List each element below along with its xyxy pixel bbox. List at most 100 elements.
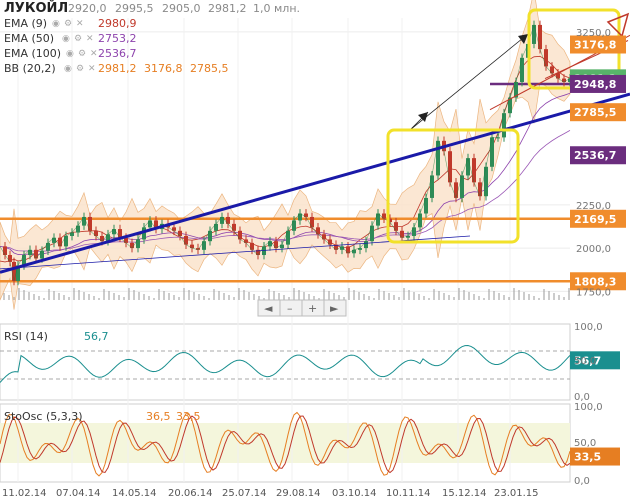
candle-body	[274, 241, 278, 249]
close-icon[interactable]: ✕	[90, 49, 98, 59]
rsi-tick-100: 100,0	[574, 322, 603, 333]
candle-body	[148, 220, 152, 228]
price-tag	[570, 209, 626, 228]
candle-body	[136, 239, 140, 249]
gear-icon[interactable]: ⚙	[76, 64, 84, 74]
legend: ЛУКОЙЛ 2920,0 2995,5 2905,0 2981,2 1,0 м…	[4, 0, 300, 75]
stoch-tag	[570, 447, 620, 466]
scroll-right-button[interactable]	[323, 299, 347, 317]
ema50-value: 2753,2	[98, 32, 137, 45]
candle-body	[424, 197, 428, 214]
candle-body	[106, 234, 110, 242]
candle-body	[208, 230, 212, 242]
candle-body	[448, 151, 452, 183]
rsi-label: RSI (14)	[4, 330, 48, 343]
symbol-label: ЛУКОЙЛ	[4, 0, 68, 16]
price-tag-label: 2536,7	[574, 149, 616, 162]
x-tick-label: 25.07.14	[222, 488, 267, 499]
arrow-line	[409, 33, 529, 131]
volume-label: 1,0 млн.	[253, 2, 300, 15]
ema100-line	[0, 130, 571, 252]
candle-body	[70, 232, 74, 236]
stochastic-series	[0, 411, 571, 477]
stoch-tick-0: 0,0	[574, 476, 590, 487]
rsi-panel	[0, 323, 571, 401]
candle-body	[478, 182, 482, 197]
candle-body	[64, 235, 68, 247]
nav-controls: ◄ – + ►	[257, 299, 347, 317]
candle-body	[142, 227, 146, 240]
candle-body	[436, 140, 440, 176]
close-icon[interactable]: ✕	[88, 64, 96, 74]
candle-body	[340, 246, 344, 250]
eye-icon[interactable]: ◉	[52, 19, 60, 29]
candle-body	[400, 230, 404, 238]
close-icon[interactable]: ✕	[76, 19, 84, 29]
scroll-left-label: ◄	[264, 302, 273, 315]
candle-body	[388, 218, 392, 223]
candle-body	[412, 227, 416, 236]
x-tick-label: 20.06.14	[168, 488, 213, 499]
candle-body	[364, 241, 368, 249]
candle-body	[190, 244, 194, 249]
eye-icon[interactable]: ◉	[64, 64, 72, 74]
candle-body	[280, 244, 284, 249]
stoch-band	[0, 423, 570, 463]
candle-body	[28, 249, 32, 256]
candle-body	[196, 248, 200, 250]
candle-body	[12, 261, 16, 281]
eye-icon[interactable]: ◉	[66, 49, 74, 59]
candle-body	[184, 235, 188, 245]
candle-body	[550, 66, 554, 74]
candle-body	[130, 242, 134, 249]
bb-lower-value: 2785,5	[190, 62, 229, 75]
ema100-label: EMA (100)	[4, 47, 61, 60]
candle-body	[334, 244, 338, 250]
candle-body	[3, 246, 7, 256]
rsi-line	[0, 345, 571, 383]
candle-body	[556, 73, 560, 79]
candle-body	[154, 220, 158, 230]
x-tick-label: 10.11.14	[386, 488, 431, 499]
eye-icon[interactable]: ◉	[62, 34, 70, 44]
price-tag-label: 2785,5	[574, 106, 616, 119]
price-tag-label: 1808,3	[574, 275, 616, 288]
y-tick-label: 2000,0	[576, 244, 611, 255]
candle-body	[472, 158, 476, 183]
arrow-head	[518, 34, 528, 44]
candle-body	[58, 237, 62, 247]
candle-body	[256, 249, 260, 256]
candle-body	[520, 57, 524, 83]
candle-body	[352, 249, 356, 254]
candle-body	[244, 239, 248, 243]
price-tag	[570, 103, 626, 122]
rsi-tag	[570, 351, 620, 370]
zoom-out-label: –	[287, 302, 293, 315]
price-tags: 3176,82981,22948,82785,52536,72169,51808…	[570, 35, 626, 466]
ema100-value: 2536,7	[98, 47, 137, 60]
candle-body	[544, 49, 548, 67]
candle-body	[562, 78, 566, 83]
x-tick-label: 07.04.14	[56, 488, 101, 499]
gear-icon[interactable]: ⚙	[78, 49, 86, 59]
candle-body	[382, 213, 386, 219]
candle-body	[202, 241, 206, 250]
close-icon[interactable]: ✕	[86, 34, 94, 44]
rsi-value: 56,7	[84, 330, 109, 343]
candle-body	[430, 175, 434, 198]
gear-icon[interactable]: ⚙	[64, 19, 72, 29]
arrow-head	[418, 112, 428, 122]
candle-body	[532, 24, 536, 44]
price-series	[0, 20, 572, 300]
y-tick-label: 2250,0	[576, 201, 611, 212]
gear-icon[interactable]: ⚙	[74, 34, 82, 44]
stoch-k-value: 36,5	[146, 410, 171, 423]
candle-body	[310, 216, 314, 228]
candle-body	[172, 227, 176, 231]
candle-body	[496, 137, 500, 139]
candle-body	[292, 220, 296, 231]
highlight-box	[386, 128, 520, 244]
candle-body	[100, 235, 104, 242]
stoch-label: StoOsc (5,3,3)	[4, 410, 83, 423]
